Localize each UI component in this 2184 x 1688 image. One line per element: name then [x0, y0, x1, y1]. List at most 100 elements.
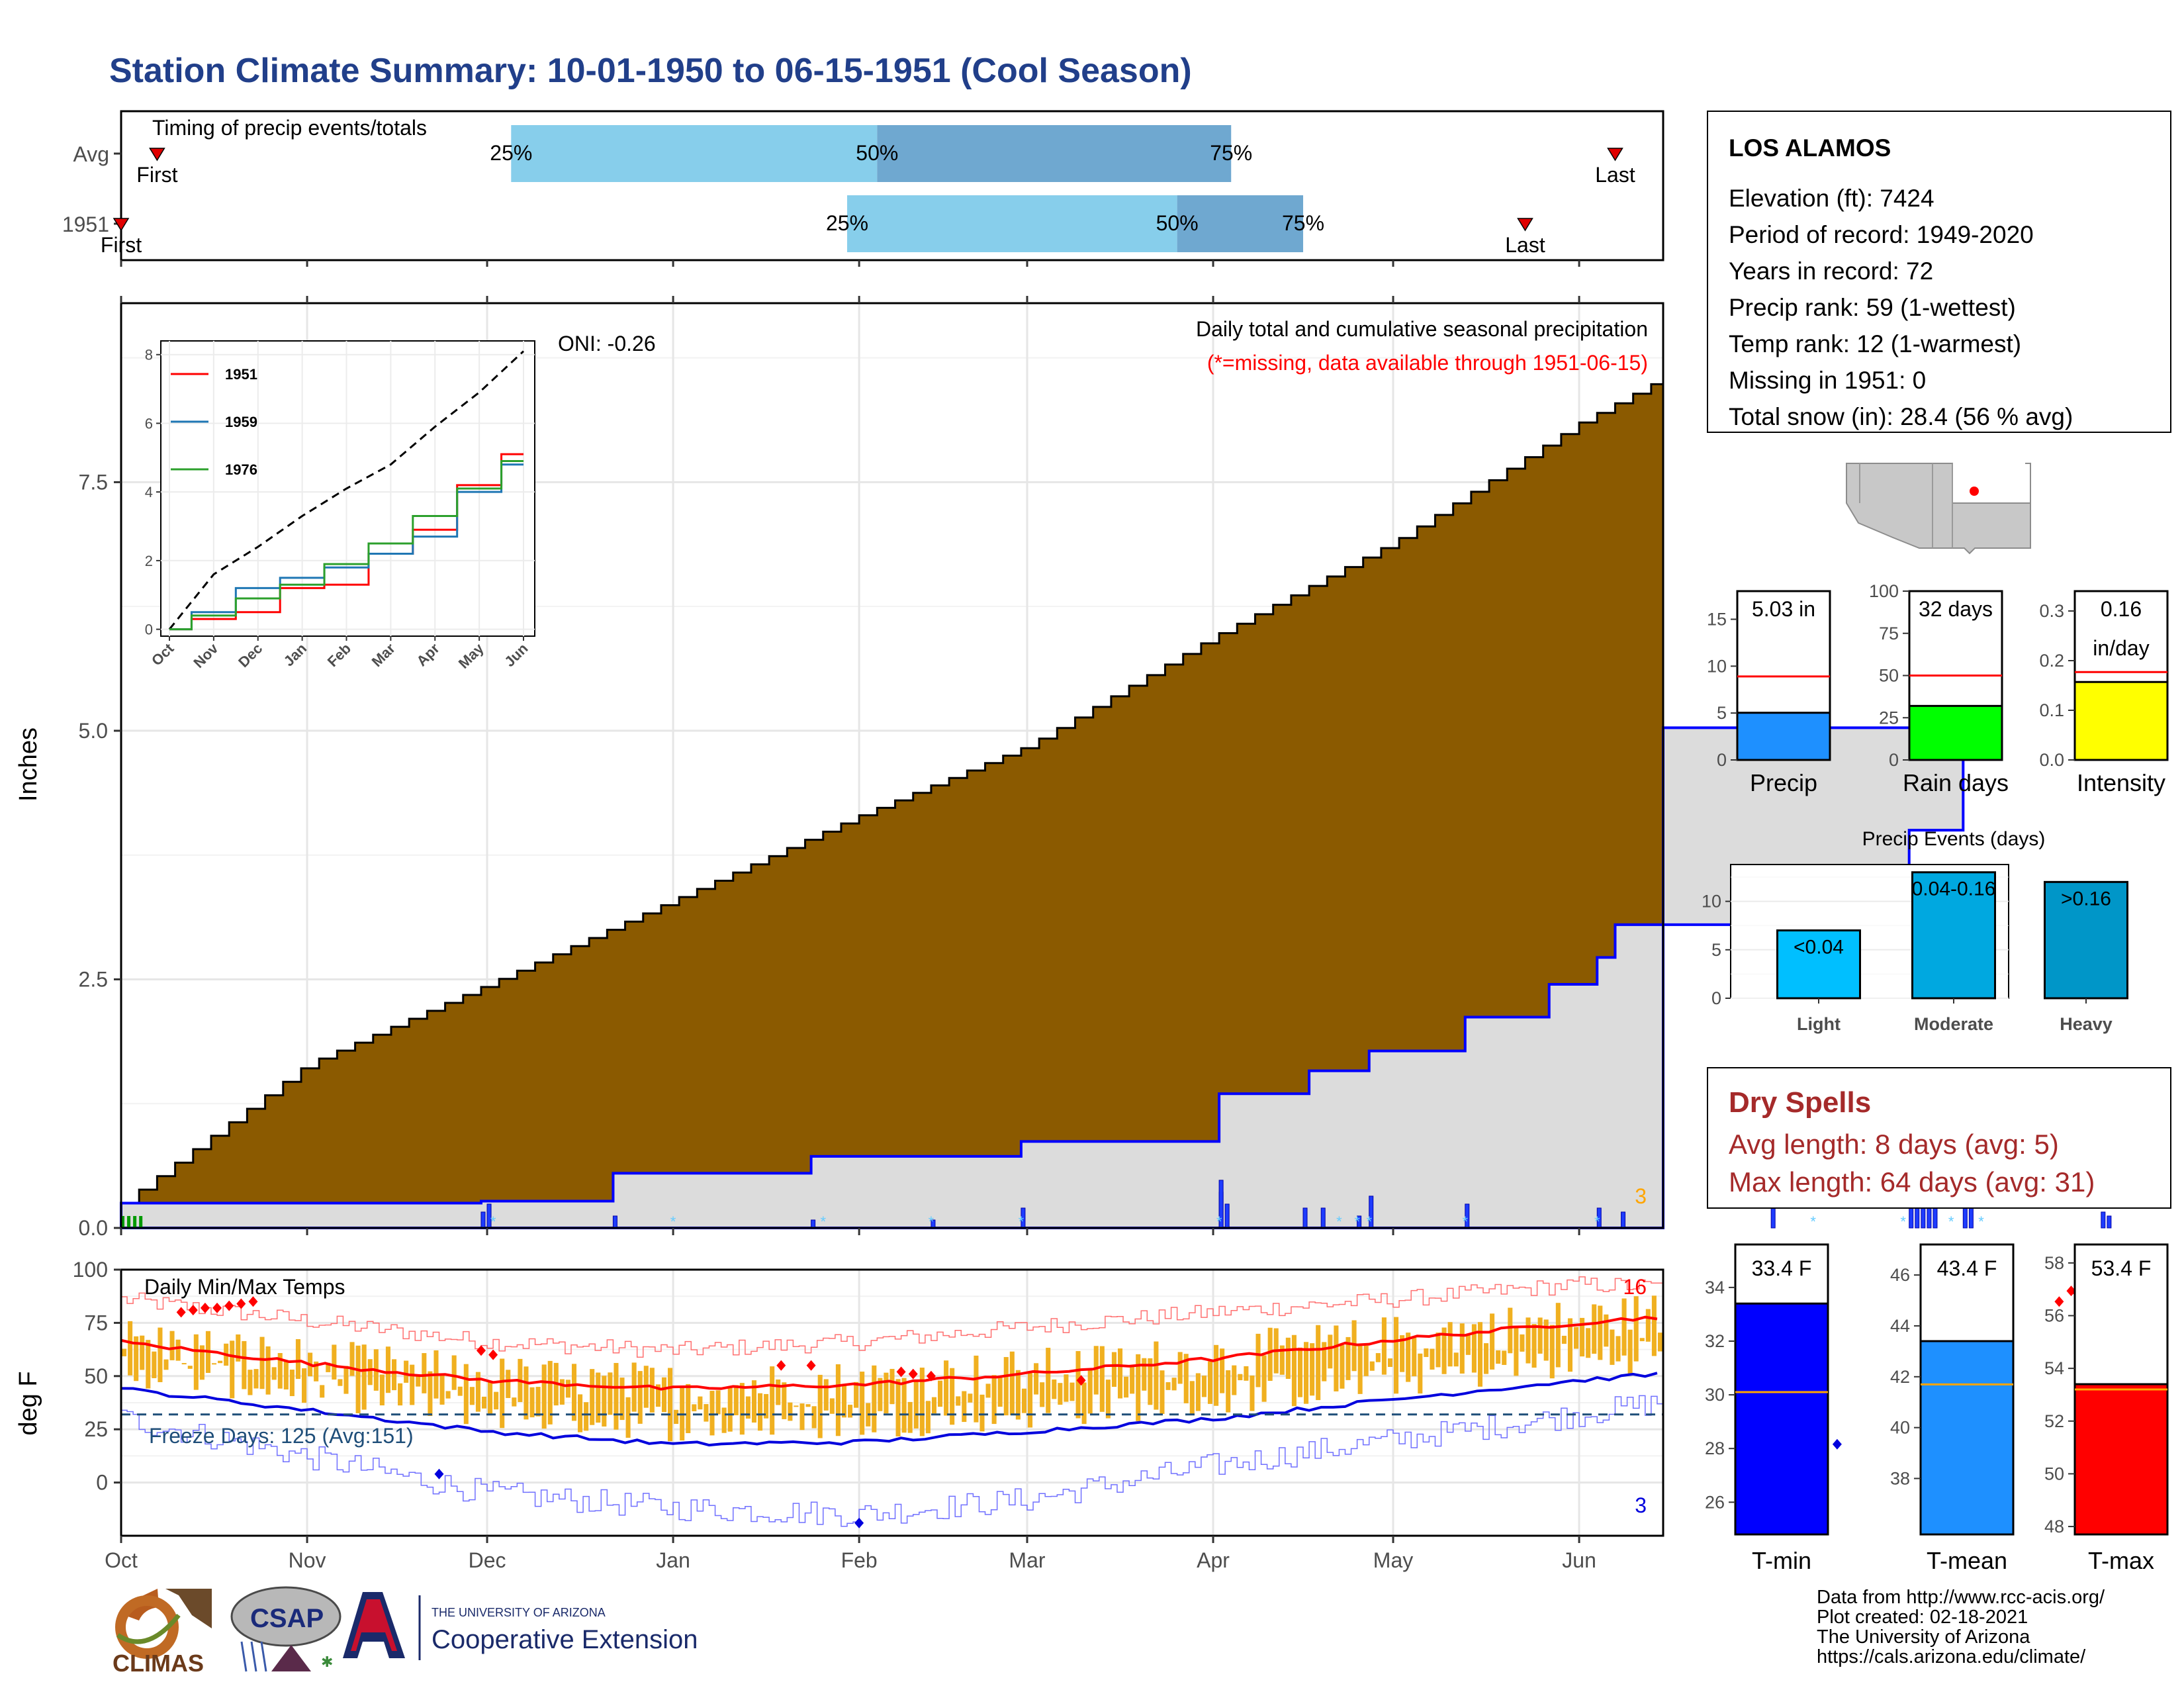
temp-mini-label: T-max	[2088, 1547, 2154, 1574]
year-cumulative-area	[120, 726, 1965, 1229]
mini-y-tick-label: 10	[1707, 656, 1727, 676]
record-low-marker	[1832, 1438, 1842, 1450]
record-high-marker	[926, 1370, 936, 1382]
dry-spells-avg: Avg length: 8 days (avg: 5)	[1729, 1129, 2059, 1160]
daily-temp-bar	[416, 1374, 421, 1387]
daily-temp-bar	[1136, 1354, 1141, 1421]
y-tick-label: 7.5	[79, 470, 108, 494]
dry-spells-max: Max length: 64 days (avg: 31)	[1729, 1166, 2095, 1197]
daily-temp-bar	[751, 1380, 757, 1423]
mini-y-tick-label: 0.0	[2039, 750, 2064, 770]
daily-temp-bar	[1406, 1333, 1411, 1382]
x-tick-label: May	[1373, 1548, 1413, 1572]
record-high-line	[121, 1276, 1664, 1358]
daily-temp-bar	[1627, 1329, 1633, 1375]
record-low-marker	[854, 1517, 864, 1528]
record-high-marker	[236, 1298, 246, 1309]
daily-temp-bar	[301, 1368, 307, 1403]
daily-temp-bar	[1592, 1304, 1597, 1354]
daily-precip-bar	[480, 1211, 486, 1229]
events-bar	[1911, 871, 1996, 1000]
mini-y-tick-label: 32	[1705, 1331, 1725, 1351]
mini-bar-charts: 0 5 10 15 5.03 in Precip 0 25 50 75 100 32 days Rain…	[1707, 581, 2169, 796]
daily-precip-bar-early	[127, 1215, 131, 1228]
daily-temp-bar	[997, 1377, 1003, 1407]
daily-temp-bar	[1160, 1370, 1165, 1414]
daily-temp-bar	[1322, 1342, 1327, 1382]
daily-temp-bar	[1040, 1382, 1045, 1407]
daily-temp-bar	[1226, 1370, 1231, 1413]
daily-temp-bar	[547, 1360, 553, 1425]
precip-panel-frame	[120, 302, 1664, 1229]
temp-mini-value-label: 53.4 F	[2091, 1256, 2152, 1280]
inset-legend-label: 1976	[225, 461, 257, 478]
daily-temp-bar	[1087, 1368, 1093, 1414]
daily-temp-bar	[1580, 1317, 1585, 1357]
daily-temp-bar	[1046, 1348, 1051, 1413]
missing-note: (*=missing, data available through 1951-…	[1207, 351, 1648, 375]
daily-temp-bar	[1574, 1327, 1579, 1349]
mini-value-bar	[1908, 704, 2003, 761]
daily-temp-bar	[1081, 1382, 1087, 1425]
inset-series-line	[169, 453, 523, 631]
snow-marker: *	[1336, 1213, 1342, 1230]
daily-temp-bar	[841, 1384, 847, 1418]
daily-temp-bar	[1394, 1317, 1399, 1394]
daily-temp-bar	[614, 1362, 619, 1430]
daily-temp-bar	[835, 1364, 841, 1436]
daily-temp-bar	[944, 1360, 949, 1416]
daily-temp-bar	[1195, 1373, 1201, 1411]
mini-y-tick-label: 50	[1879, 666, 1899, 686]
y-tick-label: 2.5	[79, 967, 108, 991]
daily-temp-bar	[1465, 1335, 1471, 1355]
daily-temp-bar	[1310, 1343, 1315, 1396]
daily-temp-bar	[1400, 1335, 1405, 1372]
p50-label: 50%	[856, 141, 898, 165]
daily-temp-bar	[332, 1344, 337, 1380]
daily-temp-bar	[128, 1321, 133, 1376]
mini-y-tick-label: 25	[1879, 708, 1899, 727]
daily-temp-bar	[512, 1397, 517, 1407]
daily-temp-bar	[1207, 1361, 1213, 1404]
daily-temp-bar	[1021, 1388, 1026, 1413]
daily-temp-bar	[445, 1391, 451, 1399]
daily-temp-bar	[1369, 1361, 1375, 1371]
y-tick-label: 5.0	[79, 719, 108, 743]
y-tick-label: 0.0	[79, 1216, 108, 1240]
daily-temp-bar	[523, 1366, 529, 1420]
inset-series-line	[169, 460, 523, 631]
daily-temp-bar	[1441, 1327, 1447, 1374]
events-category-label: Light	[1797, 1014, 1841, 1034]
daily-temp-bar	[1304, 1342, 1309, 1404]
daily-temp-bar	[326, 1362, 331, 1372]
record-high-marker	[224, 1300, 234, 1311]
daily-temp-bar	[187, 1366, 193, 1369]
mini-y-tick-label: 0	[1889, 750, 1899, 770]
daily-temp-bar	[1345, 1336, 1351, 1380]
daily-temp-bar	[361, 1344, 367, 1410]
credit-line: The University of Arizona	[1817, 1626, 2030, 1648]
daily-temp-bar	[398, 1383, 403, 1406]
inset-y-tick-label: 6	[145, 415, 153, 432]
daily-temp-bar	[451, 1355, 457, 1390]
record-high-marker	[176, 1307, 186, 1318]
daily-temp-bar	[776, 1379, 781, 1405]
p75-label: 75%	[1210, 141, 1252, 165]
daily-temp-bar	[181, 1363, 187, 1365]
daily-temp-bar	[1214, 1344, 1219, 1406]
record-high-marker	[806, 1360, 816, 1371]
record-high-count: 16	[1623, 1275, 1647, 1299]
daily-temp-bar	[379, 1374, 385, 1406]
daily-temp-bar	[668, 1368, 673, 1442]
snow-marker: *	[1978, 1213, 1984, 1230]
temp-panel: 0 25 50 75 100 Oct Nov Dec Jan Feb Mar Apr May Jun deg…	[15, 1258, 2094, 1572]
mini-value-bar	[2073, 680, 2169, 761]
inset-y-tick-label: 0	[145, 622, 153, 638]
daily-temp-bar	[985, 1383, 991, 1398]
daily-temp-bar	[1093, 1346, 1099, 1395]
daily-temp-bar	[494, 1391, 499, 1410]
daily-temp-bar	[1250, 1376, 1255, 1411]
daily-temp-bar	[1453, 1352, 1459, 1367]
daily-temp-bar	[1477, 1322, 1483, 1387]
